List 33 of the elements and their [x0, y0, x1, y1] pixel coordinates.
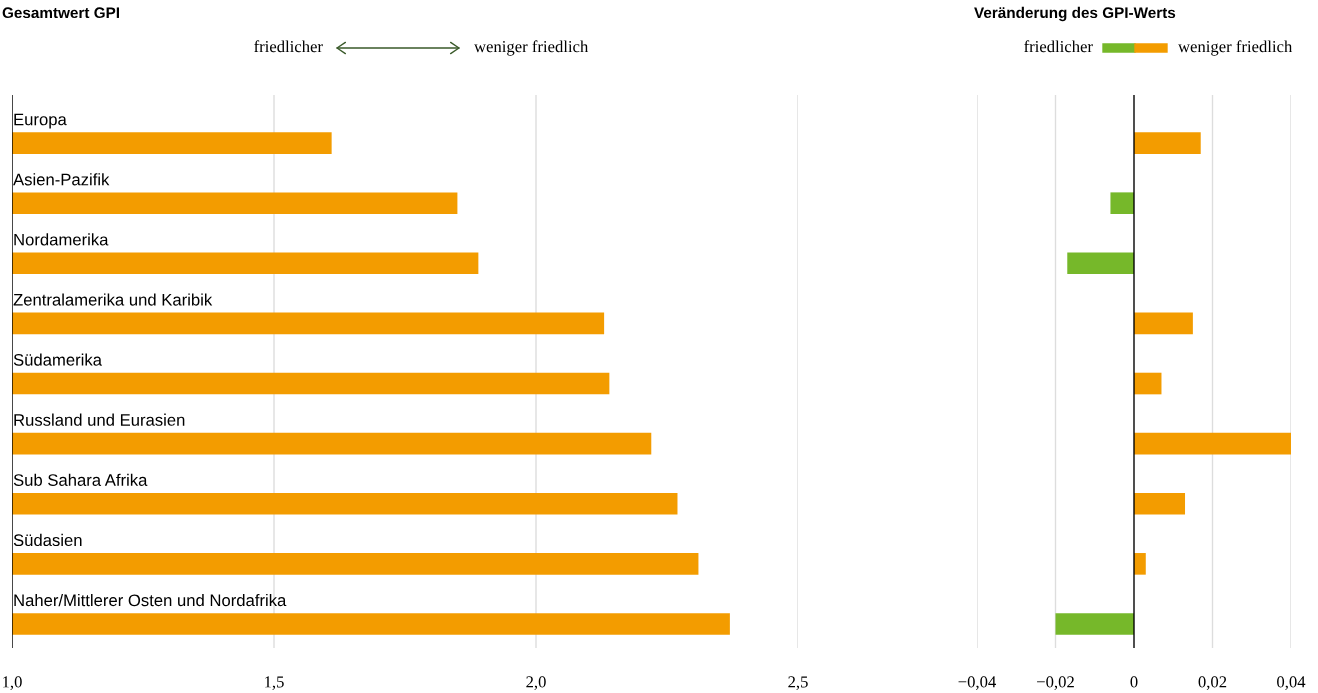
bar — [1067, 252, 1134, 275]
y-tick-label: Asien-Pazifik — [13, 173, 110, 186]
y-tick-label: Südasien — [13, 533, 82, 547]
text: friedlicher — [254, 40, 323, 53]
y-tick-label: Sub Sahara Afrika — [13, 473, 148, 486]
y-tick-label: Russland und Eurasien — [14, 413, 185, 426]
x-tick-label: 2,5 — [788, 676, 808, 690]
bar — [1134, 432, 1291, 455]
y-tick-label: Nordamerika — [14, 233, 109, 246]
y-tick-label: Zentralamerika und Karibik — [13, 293, 213, 306]
y-tick-label: Südamerika — [13, 353, 102, 366]
bar — [1134, 312, 1193, 335]
bar — [1055, 613, 1134, 635]
text: friedlicher — [1024, 40, 1093, 53]
bar — [1134, 132, 1201, 154]
chart-title: Veränderung des GPI-Werts — [974, 6, 1176, 22]
bar — [1134, 553, 1146, 575]
y-tick-label: Europa — [14, 113, 67, 129]
bar — [1134, 492, 1186, 515]
bar — [1110, 192, 1134, 215]
x-tick-label: 0 — [1130, 676, 1138, 688]
x-tick-label: −0,04 — [958, 676, 997, 690]
x-tick-label: 1,0 — [3, 676, 22, 690]
chart-title: Gesamtwert GPI — [2, 7, 119, 19]
x-tick-label: 1,5 — [265, 676, 284, 690]
text: weniger friedlich — [1178, 40, 1293, 56]
text: weniger friedlich — [474, 40, 589, 56]
x-tick-label: 2,0 — [526, 676, 546, 690]
bar — [1134, 372, 1162, 395]
x-tick-label: 0,02 — [1198, 676, 1227, 690]
x-tick-label: 0,04 — [1277, 676, 1306, 690]
y-tick-label: Naher/Mittlerer Osten und Nordafrika — [14, 593, 287, 607]
x-tick-label: −0,02 — [1037, 676, 1074, 690]
